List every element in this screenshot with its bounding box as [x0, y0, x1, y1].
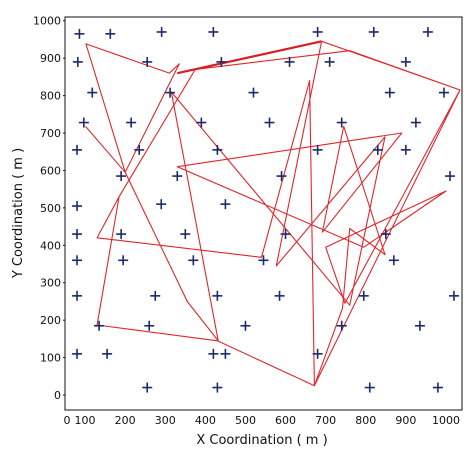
node-marker — [72, 56, 83, 67]
node-marker — [94, 320, 105, 331]
node-marker — [72, 201, 83, 212]
x-tick-label: 0 — [64, 414, 71, 427]
node-marker — [105, 28, 116, 39]
y-tick-label: 0 — [54, 389, 61, 402]
node-marker — [208, 26, 219, 37]
node-marker — [414, 320, 425, 331]
x-tick-label: 1000 — [432, 414, 460, 427]
node-marker — [165, 87, 176, 98]
node-marker — [118, 255, 129, 266]
node-marker — [248, 87, 259, 98]
node-marker — [388, 255, 399, 266]
node-marker — [116, 171, 127, 182]
node-marker — [336, 117, 347, 128]
y-axis-ticks: 0 100 200 300 400 500 600 700 800 900 1000 — [33, 15, 65, 402]
node-marker — [72, 290, 83, 301]
node-marker — [220, 348, 231, 359]
node-marker — [87, 87, 98, 98]
node-marker — [280, 229, 291, 240]
node-marker — [196, 117, 207, 128]
node-marker — [188, 255, 199, 266]
x-tick-label: 600 — [275, 414, 296, 427]
y-tick-label: 600 — [40, 164, 61, 177]
node-marker — [422, 26, 433, 37]
y-tick-label: 200 — [40, 314, 61, 327]
node-marker — [400, 56, 411, 67]
x-tick-label: 300 — [155, 414, 176, 427]
node-marker — [220, 199, 231, 210]
y-tick-label: 900 — [40, 52, 61, 65]
node-marker — [410, 117, 421, 128]
node-marker — [116, 229, 127, 240]
y-axis-title: Y Coordination ( m ) — [11, 148, 26, 279]
node-marker — [312, 26, 323, 37]
node-marker — [172, 171, 183, 182]
y-tick-label: 700 — [40, 127, 61, 140]
node-marker — [444, 171, 455, 182]
y-tick-label: 800 — [40, 90, 61, 103]
node-marker — [212, 382, 223, 393]
node-marker — [240, 320, 251, 331]
node-marker — [180, 229, 191, 240]
node-marker — [358, 290, 369, 301]
node-marker — [102, 348, 113, 359]
node-marker — [78, 117, 89, 128]
x-tick-label: 200 — [115, 414, 136, 427]
node-marker — [156, 26, 167, 37]
node-marker — [448, 290, 459, 301]
route-highlight-segment — [177, 40, 322, 75]
x-tick-label: 900 — [395, 414, 416, 427]
x-axis-title: X Coordination ( m ) — [196, 433, 327, 448]
node-marker — [156, 199, 167, 210]
y-tick-label: 400 — [40, 239, 61, 252]
route-layer — [85, 40, 461, 387]
node-marker — [258, 255, 269, 266]
y-tick-label: 500 — [40, 202, 61, 215]
node-marker — [284, 56, 295, 67]
x-axis-ticks: 0 100 200 300 400 500 600 700 800 900 1000 — [64, 414, 460, 427]
node-marker — [380, 229, 391, 240]
node-marker — [72, 229, 83, 240]
x-tick-label: 800 — [355, 414, 376, 427]
node-marker — [216, 56, 227, 67]
node-marker — [208, 348, 219, 359]
node-marker — [364, 382, 375, 393]
y-tick-label: 1000 — [33, 15, 61, 28]
x-tick-label: 700 — [315, 414, 336, 427]
node-marker — [438, 87, 449, 98]
x-tick-label: 500 — [235, 414, 256, 427]
node-marker — [274, 290, 285, 301]
node-marker — [74, 28, 85, 39]
node-marker — [126, 117, 137, 128]
node-marker — [72, 255, 83, 266]
node-marker — [142, 382, 153, 393]
x-tick-label: 100 — [75, 414, 96, 427]
node-marker — [72, 348, 83, 359]
node-marker — [312, 144, 323, 155]
node-marker — [134, 144, 145, 155]
node-layer — [72, 26, 459, 393]
node-marker — [372, 144, 383, 155]
node-marker — [72, 144, 83, 155]
node-marker — [384, 87, 395, 98]
node-marker — [144, 320, 155, 331]
node-marker — [276, 171, 287, 182]
y-tick-label: 300 — [40, 277, 61, 290]
x-tick-label: 400 — [195, 414, 216, 427]
node-marker — [150, 290, 161, 301]
node-marker — [264, 117, 275, 128]
node-marker — [336, 320, 347, 331]
node-marker — [400, 144, 411, 155]
node-marker — [312, 348, 323, 359]
node-marker — [432, 382, 443, 393]
node-marker — [324, 56, 335, 67]
plot-area — [64, 16, 463, 411]
node-marker — [212, 144, 223, 155]
node-marker — [368, 26, 379, 37]
node-marker — [142, 56, 153, 67]
y-tick-label: 100 — [40, 352, 61, 365]
node-marker — [212, 290, 223, 301]
